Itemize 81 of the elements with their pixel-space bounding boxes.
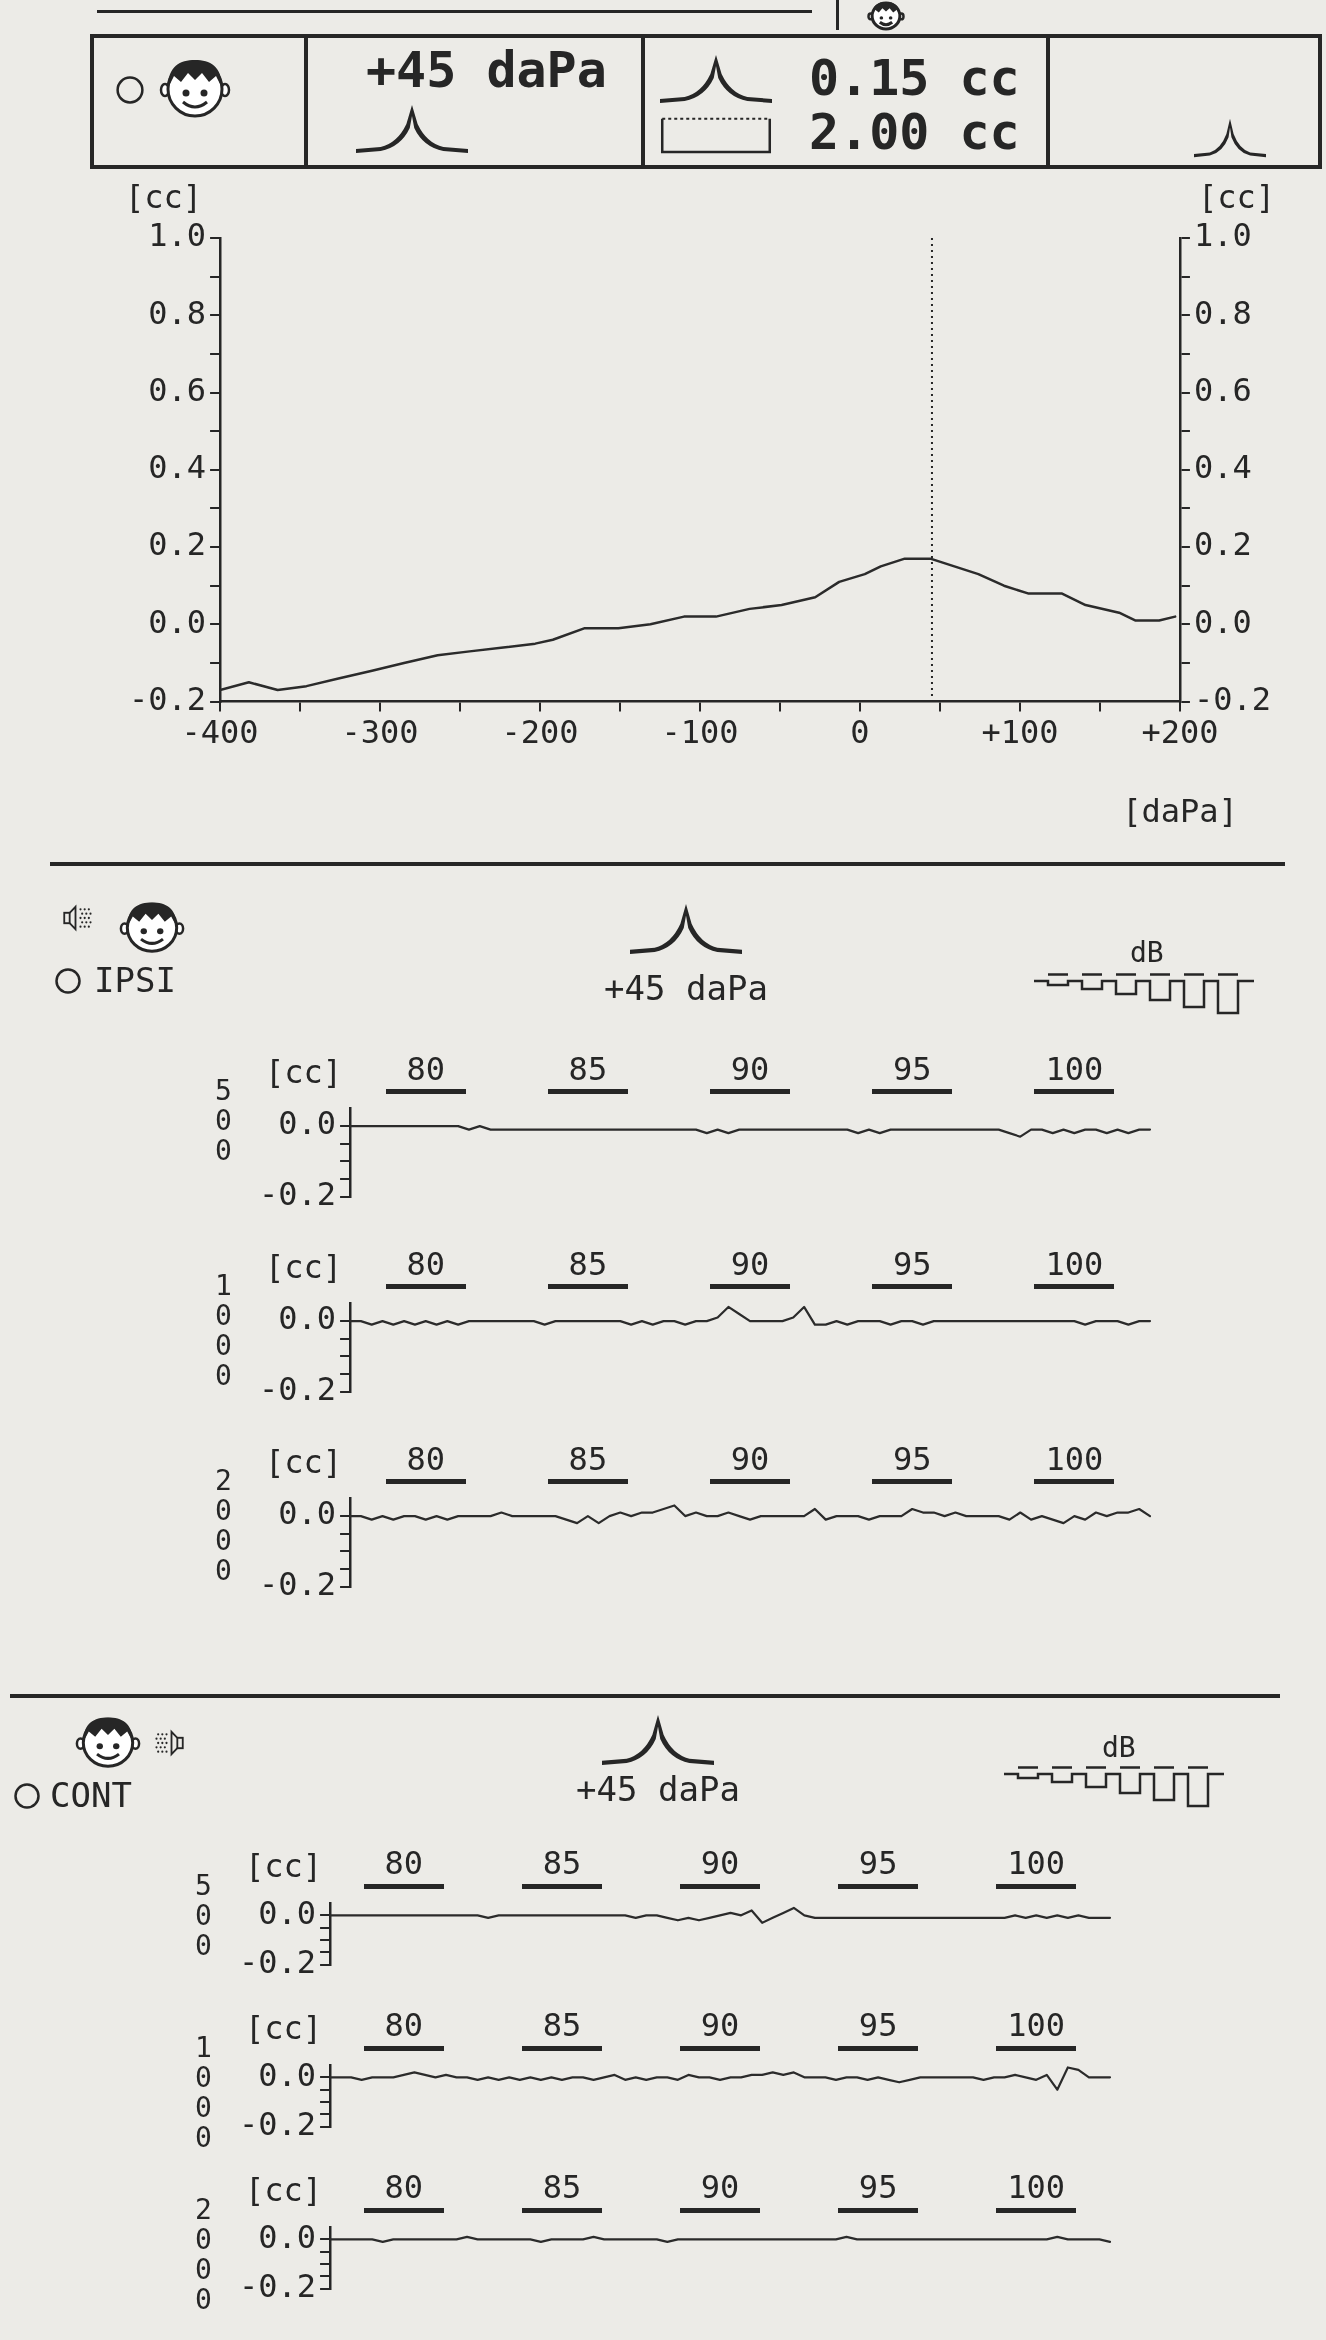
x-tick-label: +100 (981, 713, 1059, 752)
y2-tick-label: 1.0 (1193, 216, 1252, 255)
x-tick-label: 85 (542, 2168, 582, 2207)
y-tick-label: 0.6 (148, 370, 207, 409)
x-tick-label: 85 (568, 1439, 608, 1478)
y-tick-label: 0.0 (258, 2217, 317, 2256)
y-tick-label: 0.8 (148, 293, 207, 332)
x-tick-label: 80 (384, 1844, 424, 1883)
y-axis-title: [cc] (265, 1052, 343, 1091)
x-tick-label: 0 (850, 713, 870, 752)
y-tick-label: -0.2 (259, 1565, 337, 1604)
x-tick-label: 100 (1007, 1844, 1066, 1883)
x-tick-label: 80 (384, 2006, 424, 2045)
chart-title: 500 (207, 1074, 240, 1165)
x-tick-label: 85 (568, 1049, 608, 1088)
x-tick-label: 85 (542, 1844, 582, 1883)
x-tick-label: 95 (892, 1439, 932, 1478)
x-tick-label: -200 (501, 713, 579, 752)
y-axis-title: [cc] (125, 178, 203, 216)
y2-tick-label: 0.8 (1193, 293, 1252, 332)
y-tick-label: -0.2 (259, 1370, 337, 1409)
x-tick-label: 100 (1007, 2006, 1066, 2045)
x-tick-label: 90 (700, 1844, 740, 1883)
text: +45 daPa (366, 41, 607, 99)
y-tick-label: 0.4 (148, 448, 207, 487)
x-tick-label: 90 (730, 1244, 770, 1283)
x-tick-label: 80 (384, 2168, 424, 2207)
text: dB (1102, 1731, 1136, 1764)
text: CONT (50, 1775, 132, 1815)
x-tick-label: 90 (730, 1049, 770, 1088)
x-tick-label: 100 (1007, 2168, 1066, 2207)
text: +45 daPa (604, 968, 768, 1008)
x-tick-label: 90 (700, 2168, 740, 2207)
x-tick-label: -300 (341, 713, 419, 752)
y-tick-label: 0.0 (278, 1299, 337, 1338)
x-tick-label: 100 (1045, 1049, 1104, 1088)
x-tick-label: 95 (858, 2006, 898, 2045)
x-axis-title: [daPa] (1122, 792, 1238, 831)
x-tick-label: 80 (406, 1244, 445, 1283)
y-tick-label: 0.0 (258, 2055, 317, 2094)
x-tick-label: 85 (568, 1244, 608, 1283)
x-tick-label: 85 (542, 2006, 582, 2045)
y-tick-label: 0.0 (148, 602, 207, 641)
x-tick-label: 95 (858, 1844, 898, 1883)
y-axis-title: [cc] (245, 2171, 323, 2210)
x-tick-label: 90 (700, 2006, 740, 2045)
chart-title: 1000 (207, 1269, 240, 1390)
x-tick-label: 80 (406, 1439, 445, 1478)
y-tick-label: 0.2 (148, 525, 207, 564)
y-tick-label: 0.0 (278, 1494, 337, 1533)
y-tick-label: 1.0 (148, 216, 207, 255)
x-tick-label: 80 (406, 1049, 445, 1088)
x-tick-label: 95 (858, 2168, 898, 2207)
chart-title: 500 (187, 1869, 220, 1959)
y-axis-title: [cc] (245, 1847, 323, 1886)
chart-title: 2000 (207, 1464, 240, 1585)
chart-title: 2000 (187, 2193, 220, 2313)
x-tick-label: 100 (1045, 1244, 1104, 1283)
y2-axis-title: [cc] (1197, 178, 1275, 216)
y2-tick-label: 0.6 (1193, 370, 1252, 409)
y-tick-label: -0.2 (239, 1943, 317, 1982)
y-tick-label: 0.0 (258, 1893, 317, 1932)
y-tick-label: -0.2 (239, 2105, 317, 2144)
x-tick-label: 100 (1045, 1439, 1104, 1478)
y-tick-label: 0.0 (278, 1104, 337, 1143)
y-axis-title: [cc] (265, 1247, 343, 1286)
chart-title: 1000 (187, 2031, 220, 2151)
y2-tick-label: 0.2 (1193, 525, 1252, 564)
x-tick-label: 90 (730, 1439, 770, 1478)
y2-tick-label: 0.0 (1193, 602, 1252, 641)
x-tick-label: -100 (661, 713, 739, 752)
y2-tick-label: 0.4 (1193, 448, 1252, 487)
y-tick-label: -0.2 (239, 2267, 317, 2306)
y-tick-label: -0.2 (259, 1175, 337, 1214)
text: IPSI (94, 960, 176, 1000)
text: +45 daPa (576, 1769, 740, 1809)
y-axis-title: [cc] (265, 1442, 343, 1481)
x-tick-label: 95 (892, 1049, 932, 1088)
x-tick-label: 95 (892, 1244, 932, 1283)
y-axis-title: [cc] (245, 2009, 323, 2048)
text: dB (1130, 936, 1164, 969)
